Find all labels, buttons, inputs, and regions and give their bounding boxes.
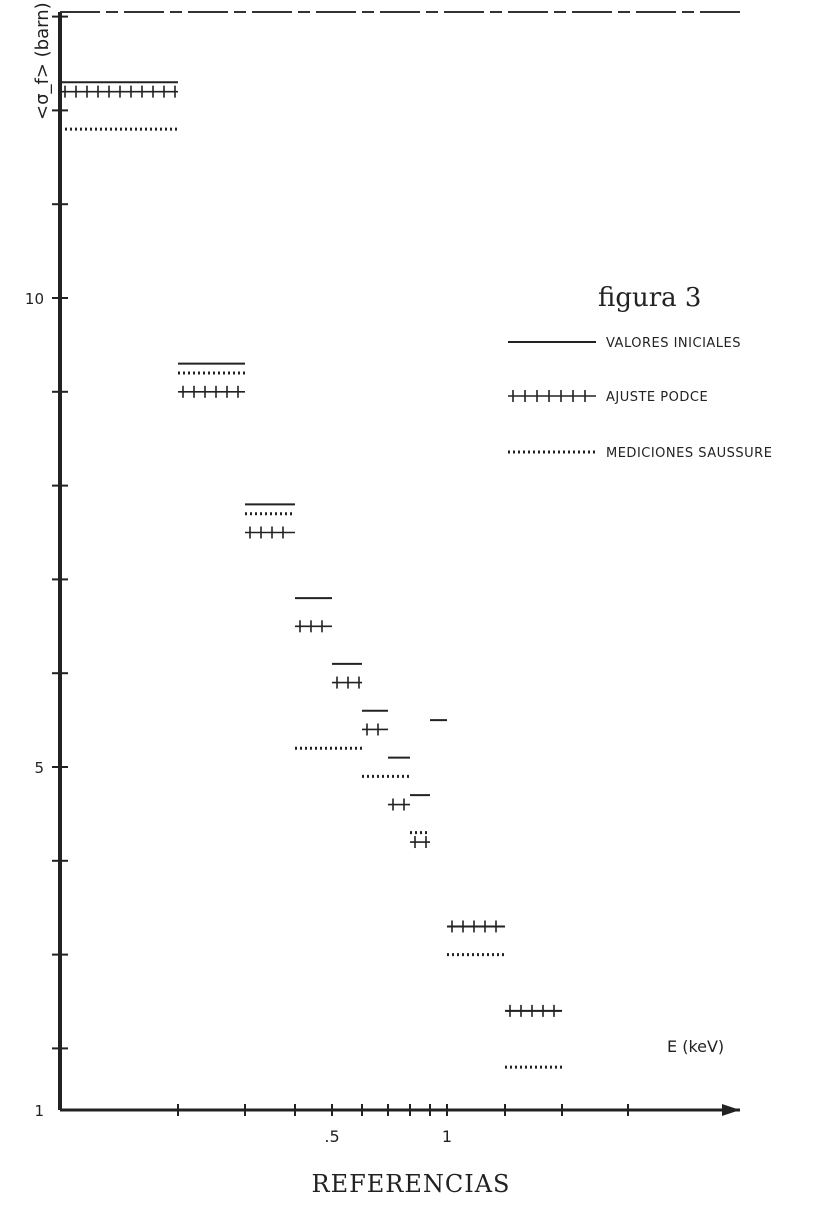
y-tick-label: 10: [25, 290, 44, 308]
x-tick-label: 1: [442, 1127, 452, 1146]
y-axis-label: <σ_f> (barn): [32, 2, 53, 120]
series-line: [60, 81, 562, 1012]
chart-title: figura 3: [598, 283, 701, 313]
ticks: 1 5 10 .5 1: [25, 15, 629, 1146]
legend-label: AJUSTE PODCE: [606, 390, 708, 405]
caption: REFERENCIAS: [311, 1170, 511, 1198]
x-axis-label: E (keV): [667, 1037, 724, 1056]
marks: [60, 81, 562, 1069]
legend: VALORES INICIALES AJUSTE PODCE MEDICIONES …: [508, 336, 772, 461]
axes: [58, 11, 740, 1116]
x-tick-label: .5: [324, 1127, 339, 1146]
y-tick-label: 1: [34, 1102, 44, 1120]
y-tick-label: 5: [34, 759, 44, 777]
series-cross: [60, 85, 562, 1017]
series-dotted: [60, 127, 562, 1069]
x-axis-arrow: [722, 1104, 740, 1116]
legend-label: VALORES INICIALES: [606, 336, 741, 351]
legend-label: MEDICIONES SAUSSURE: [606, 446, 772, 461]
